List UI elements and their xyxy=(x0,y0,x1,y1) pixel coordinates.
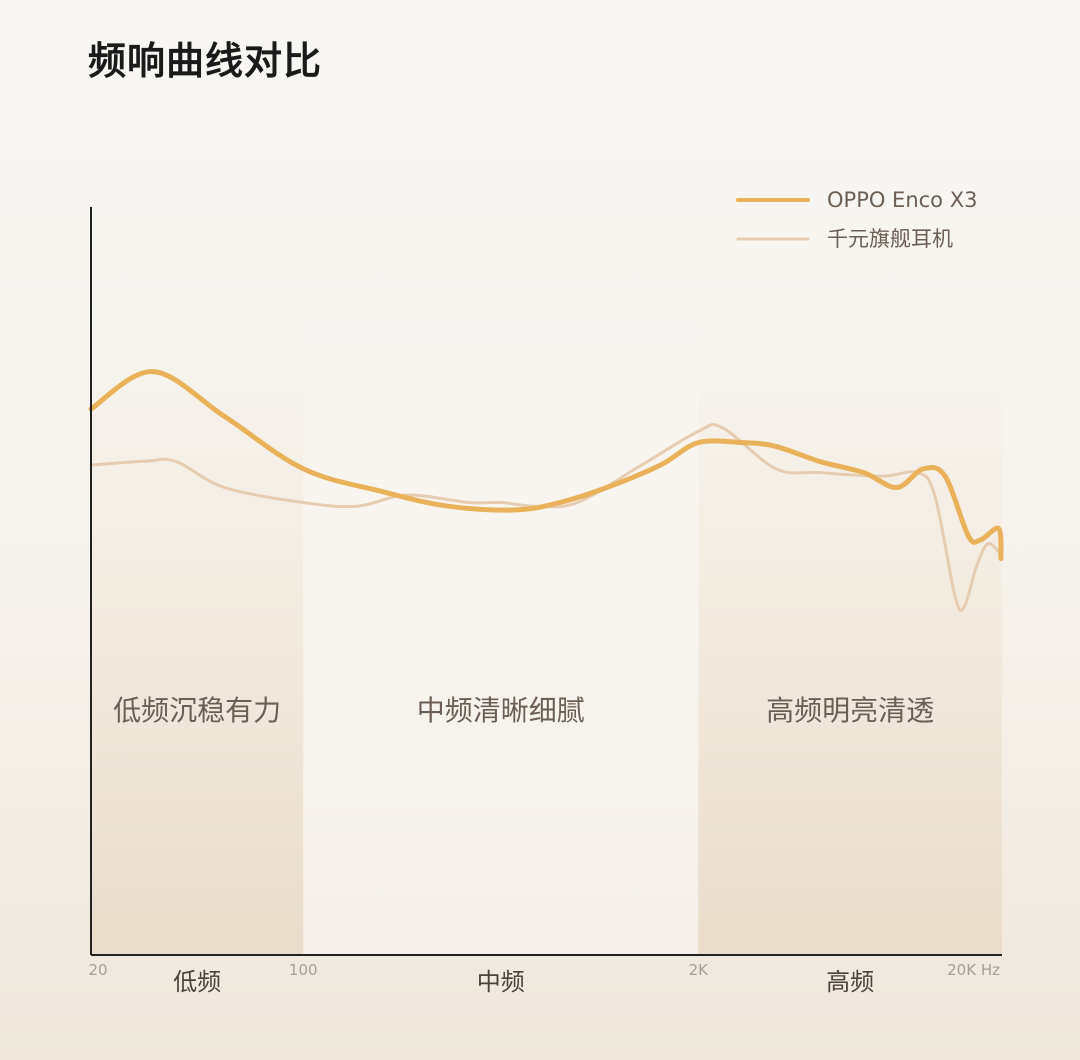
frequency-bands xyxy=(91,300,1002,955)
x-tick-label: 20 xyxy=(88,961,107,979)
x-tick-label: 2K xyxy=(689,961,710,979)
series-line-flagship xyxy=(89,422,1003,613)
region-label-2: 中频 xyxy=(477,968,525,996)
legend-label-1: OPPO Enco X3 xyxy=(827,188,977,212)
region-label-1: 低频 xyxy=(173,968,221,996)
band-3 xyxy=(698,300,1002,955)
series-line-oppo-enco-x3 xyxy=(88,369,1004,562)
legend: OPPO Enco X3 千元旗舰耳机 xyxy=(736,188,977,251)
legend-label-2: 千元旗舰耳机 xyxy=(827,227,953,251)
series-lines xyxy=(88,369,1004,613)
page-title: 频响曲线对比 xyxy=(88,39,323,83)
band-label-2: 中频清晰细腻 xyxy=(417,694,585,727)
frequency-band-labels: 低频沉稳有力 中频清晰细腻 高频明亮清透 xyxy=(113,694,934,727)
region-label-3: 高频 xyxy=(826,968,874,996)
band-label-1: 低频沉稳有力 xyxy=(113,694,281,727)
x-tick-labels: 20 100 2K 20K Hz xyxy=(88,961,1000,979)
band-1 xyxy=(91,300,304,955)
band-label-3: 高频明亮清透 xyxy=(766,694,934,727)
region-labels: 低频 中频 高频 xyxy=(173,968,874,996)
x-tick-label: 20K Hz xyxy=(947,961,1000,979)
axes xyxy=(90,207,1002,956)
x-tick-label: 100 xyxy=(289,961,318,979)
band-2 xyxy=(303,300,699,955)
